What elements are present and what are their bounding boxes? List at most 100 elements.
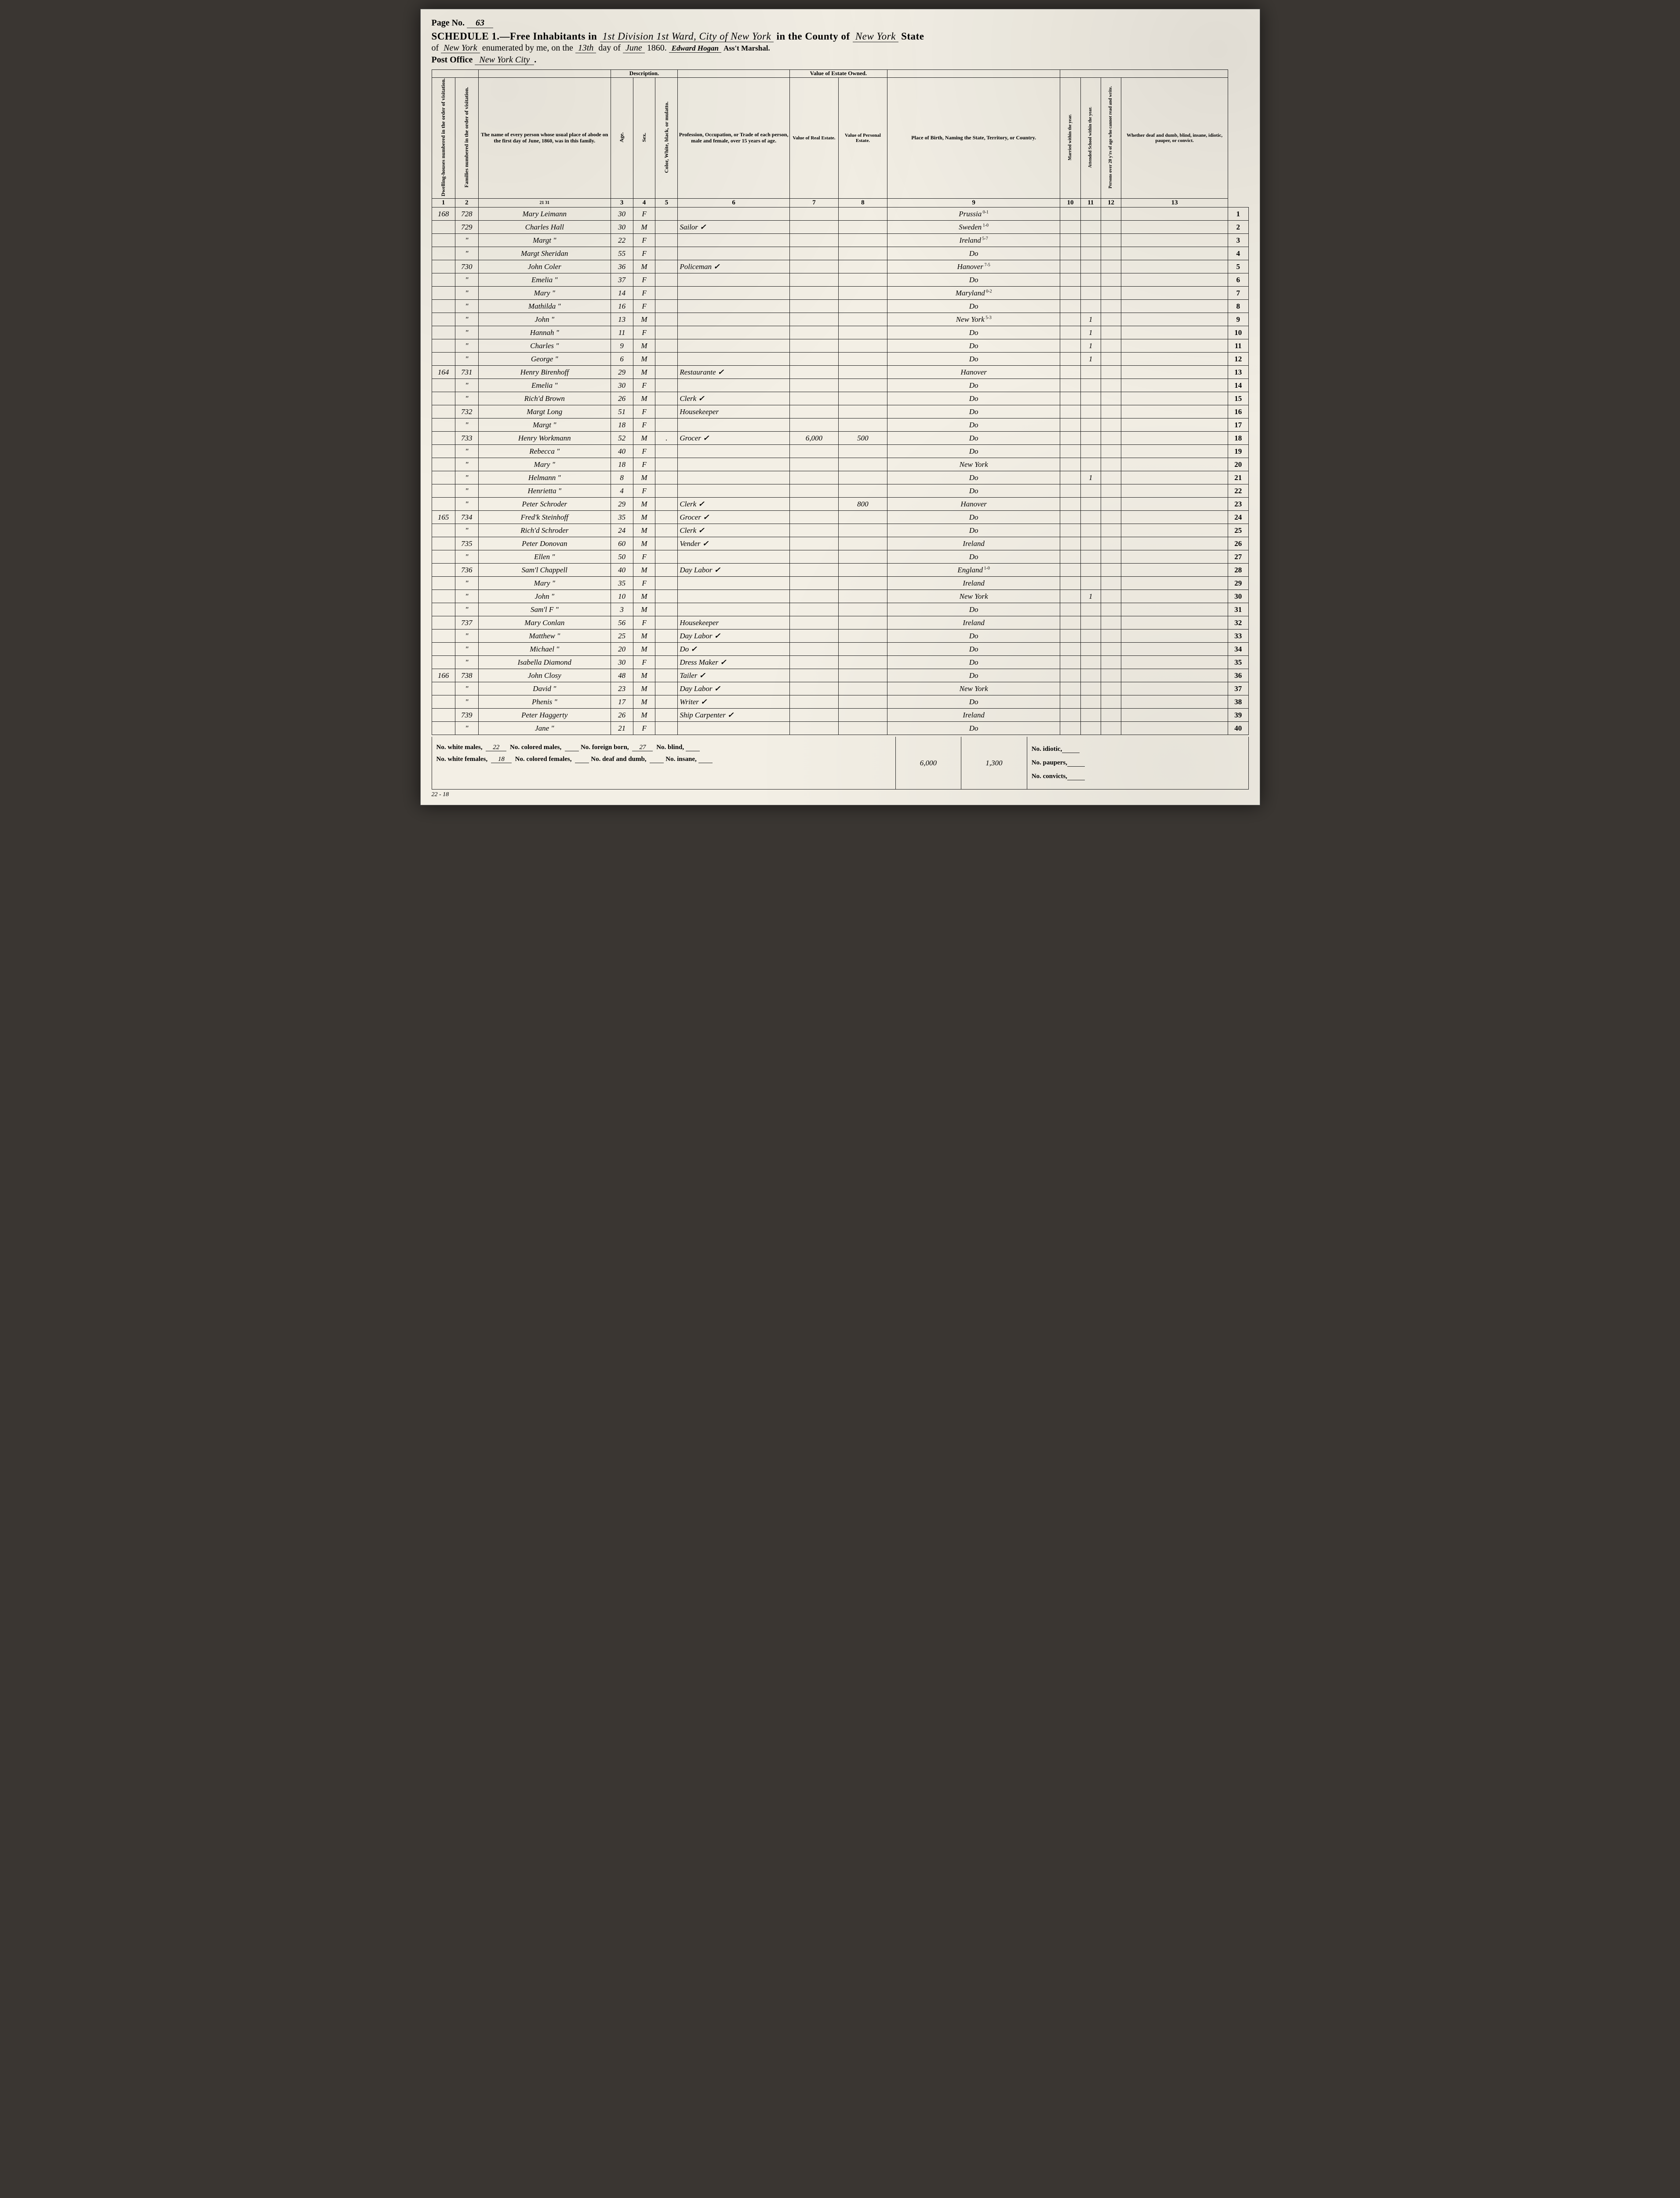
cell-other — [1121, 247, 1228, 260]
cell-married — [1060, 273, 1080, 287]
table-row: " Margt Sheridan 55 F Do 4 — [432, 247, 1248, 260]
col-number-8: 7 — [789, 199, 838, 207]
cell-married — [1060, 709, 1080, 722]
cell-birthplace: Ireland — [887, 616, 1060, 630]
cell-literacy — [1101, 432, 1121, 445]
cell-profession — [678, 339, 790, 353]
cell-row-number: 12 — [1228, 353, 1248, 366]
cell-married — [1060, 616, 1080, 630]
cell-family: " — [455, 445, 478, 458]
profession-checkmark: ✓ — [701, 513, 709, 521]
cell-married — [1060, 379, 1080, 392]
cell-dwelling — [432, 234, 455, 247]
profession-checkmark: ✓ — [718, 658, 727, 666]
profession-checkmark: ✓ — [701, 539, 709, 548]
cell-other — [1121, 537, 1228, 550]
insane-value — [698, 756, 713, 763]
cell-dwelling — [432, 682, 455, 695]
cell-birthplace: Do — [887, 418, 1060, 432]
cell-age: 20 — [611, 643, 633, 656]
cell-row-number: 25 — [1228, 524, 1248, 537]
col-header-married: Married within the year. — [1060, 77, 1080, 199]
cell-other — [1121, 590, 1228, 603]
cell-personal-estate — [838, 313, 887, 326]
idiotic-value — [1062, 746, 1080, 753]
cell-personal-estate — [838, 484, 887, 498]
cell-birthplace: New York — [887, 458, 1060, 471]
cell-school: 1 — [1080, 353, 1101, 366]
cell-profession: Day Labor ✓ — [678, 564, 790, 577]
cell-dwelling — [432, 722, 455, 735]
cell-age: 36 — [611, 260, 633, 273]
cell-other — [1121, 445, 1228, 458]
cell-color — [655, 524, 678, 537]
post-office-row: Post Office New York City. — [432, 55, 1249, 65]
cell-age: 35 — [611, 577, 633, 590]
cell-sex: M — [633, 432, 655, 445]
cell-married — [1060, 405, 1080, 418]
cell-row-number: 16 — [1228, 405, 1248, 418]
cell-family: " — [455, 234, 478, 247]
cell-family: " — [455, 682, 478, 695]
cell-literacy — [1101, 287, 1121, 300]
cell-row-number: 38 — [1228, 695, 1248, 709]
cell-other — [1121, 564, 1228, 577]
cell-name: Margt Sheridan — [478, 247, 611, 260]
cell-age: 30 — [611, 207, 633, 221]
cell-real-estate — [789, 564, 838, 577]
cell-color — [655, 458, 678, 471]
cell-color — [655, 326, 678, 339]
col-header-personname: The name of every person whose usual pla… — [478, 77, 611, 199]
cell-birthplace: Do — [887, 669, 1060, 682]
cell-family: 733 — [455, 432, 478, 445]
cell-family: " — [455, 392, 478, 405]
cell-profession — [678, 484, 790, 498]
cell-color — [655, 498, 678, 511]
cell-row-number: 28 — [1228, 564, 1248, 577]
table-row: " Mary " 14 F Maryland 0-2 7 — [432, 287, 1248, 300]
cell-family: " — [455, 287, 478, 300]
table-row: " John " 13 M New York 5-3 1 9 — [432, 313, 1248, 326]
table-row: " Mary " 35 F Ireland 29 — [432, 577, 1248, 590]
cell-birthplace: Do — [887, 353, 1060, 366]
cell-married — [1060, 682, 1080, 695]
cell-literacy — [1101, 564, 1121, 577]
census-document: Page No. 63 SCHEDULE 1.—Free Inhabitants… — [420, 9, 1260, 805]
cell-other — [1121, 313, 1228, 326]
cell-sex: F — [633, 326, 655, 339]
cell-dwelling — [432, 379, 455, 392]
cell-profession — [678, 234, 790, 247]
cell-literacy — [1101, 405, 1121, 418]
table-row: " Emelia " 30 F Do 14 — [432, 379, 1248, 392]
cell-age: 8 — [611, 471, 633, 484]
cell-age: 22 — [611, 234, 633, 247]
cell-sex: F — [633, 287, 655, 300]
col-number-4: 3 — [611, 199, 633, 207]
cell-birthplace: Sweden 1-0 — [887, 221, 1060, 234]
cell-color — [655, 656, 678, 669]
col-header-realestate: Value of Real Estate. — [789, 77, 838, 199]
cell-row-number: 35 — [1228, 656, 1248, 669]
cell-personal-estate — [838, 590, 887, 603]
cell-family: " — [455, 458, 478, 471]
cell-personal-estate — [838, 458, 887, 471]
cell-birthplace: Do — [887, 405, 1060, 418]
cell-school — [1080, 418, 1101, 432]
cell-color — [655, 366, 678, 379]
col-number-9: 8 — [838, 199, 887, 207]
cell-row-number: 27 — [1228, 550, 1248, 564]
cell-school — [1080, 524, 1101, 537]
cell-married — [1060, 498, 1080, 511]
cell-married — [1060, 630, 1080, 643]
cell-birthplace: New York — [887, 590, 1060, 603]
cell-row-number: 26 — [1228, 537, 1248, 550]
cell-other — [1121, 339, 1228, 353]
cell-sex: F — [633, 207, 655, 221]
cell-school — [1080, 366, 1101, 379]
cell-sex: M — [633, 471, 655, 484]
cell-literacy — [1101, 630, 1121, 643]
cell-age: 37 — [611, 273, 633, 287]
cell-row-number: 20 — [1228, 458, 1248, 471]
profession-checkmark: ✓ — [726, 711, 734, 719]
cell-other — [1121, 643, 1228, 656]
